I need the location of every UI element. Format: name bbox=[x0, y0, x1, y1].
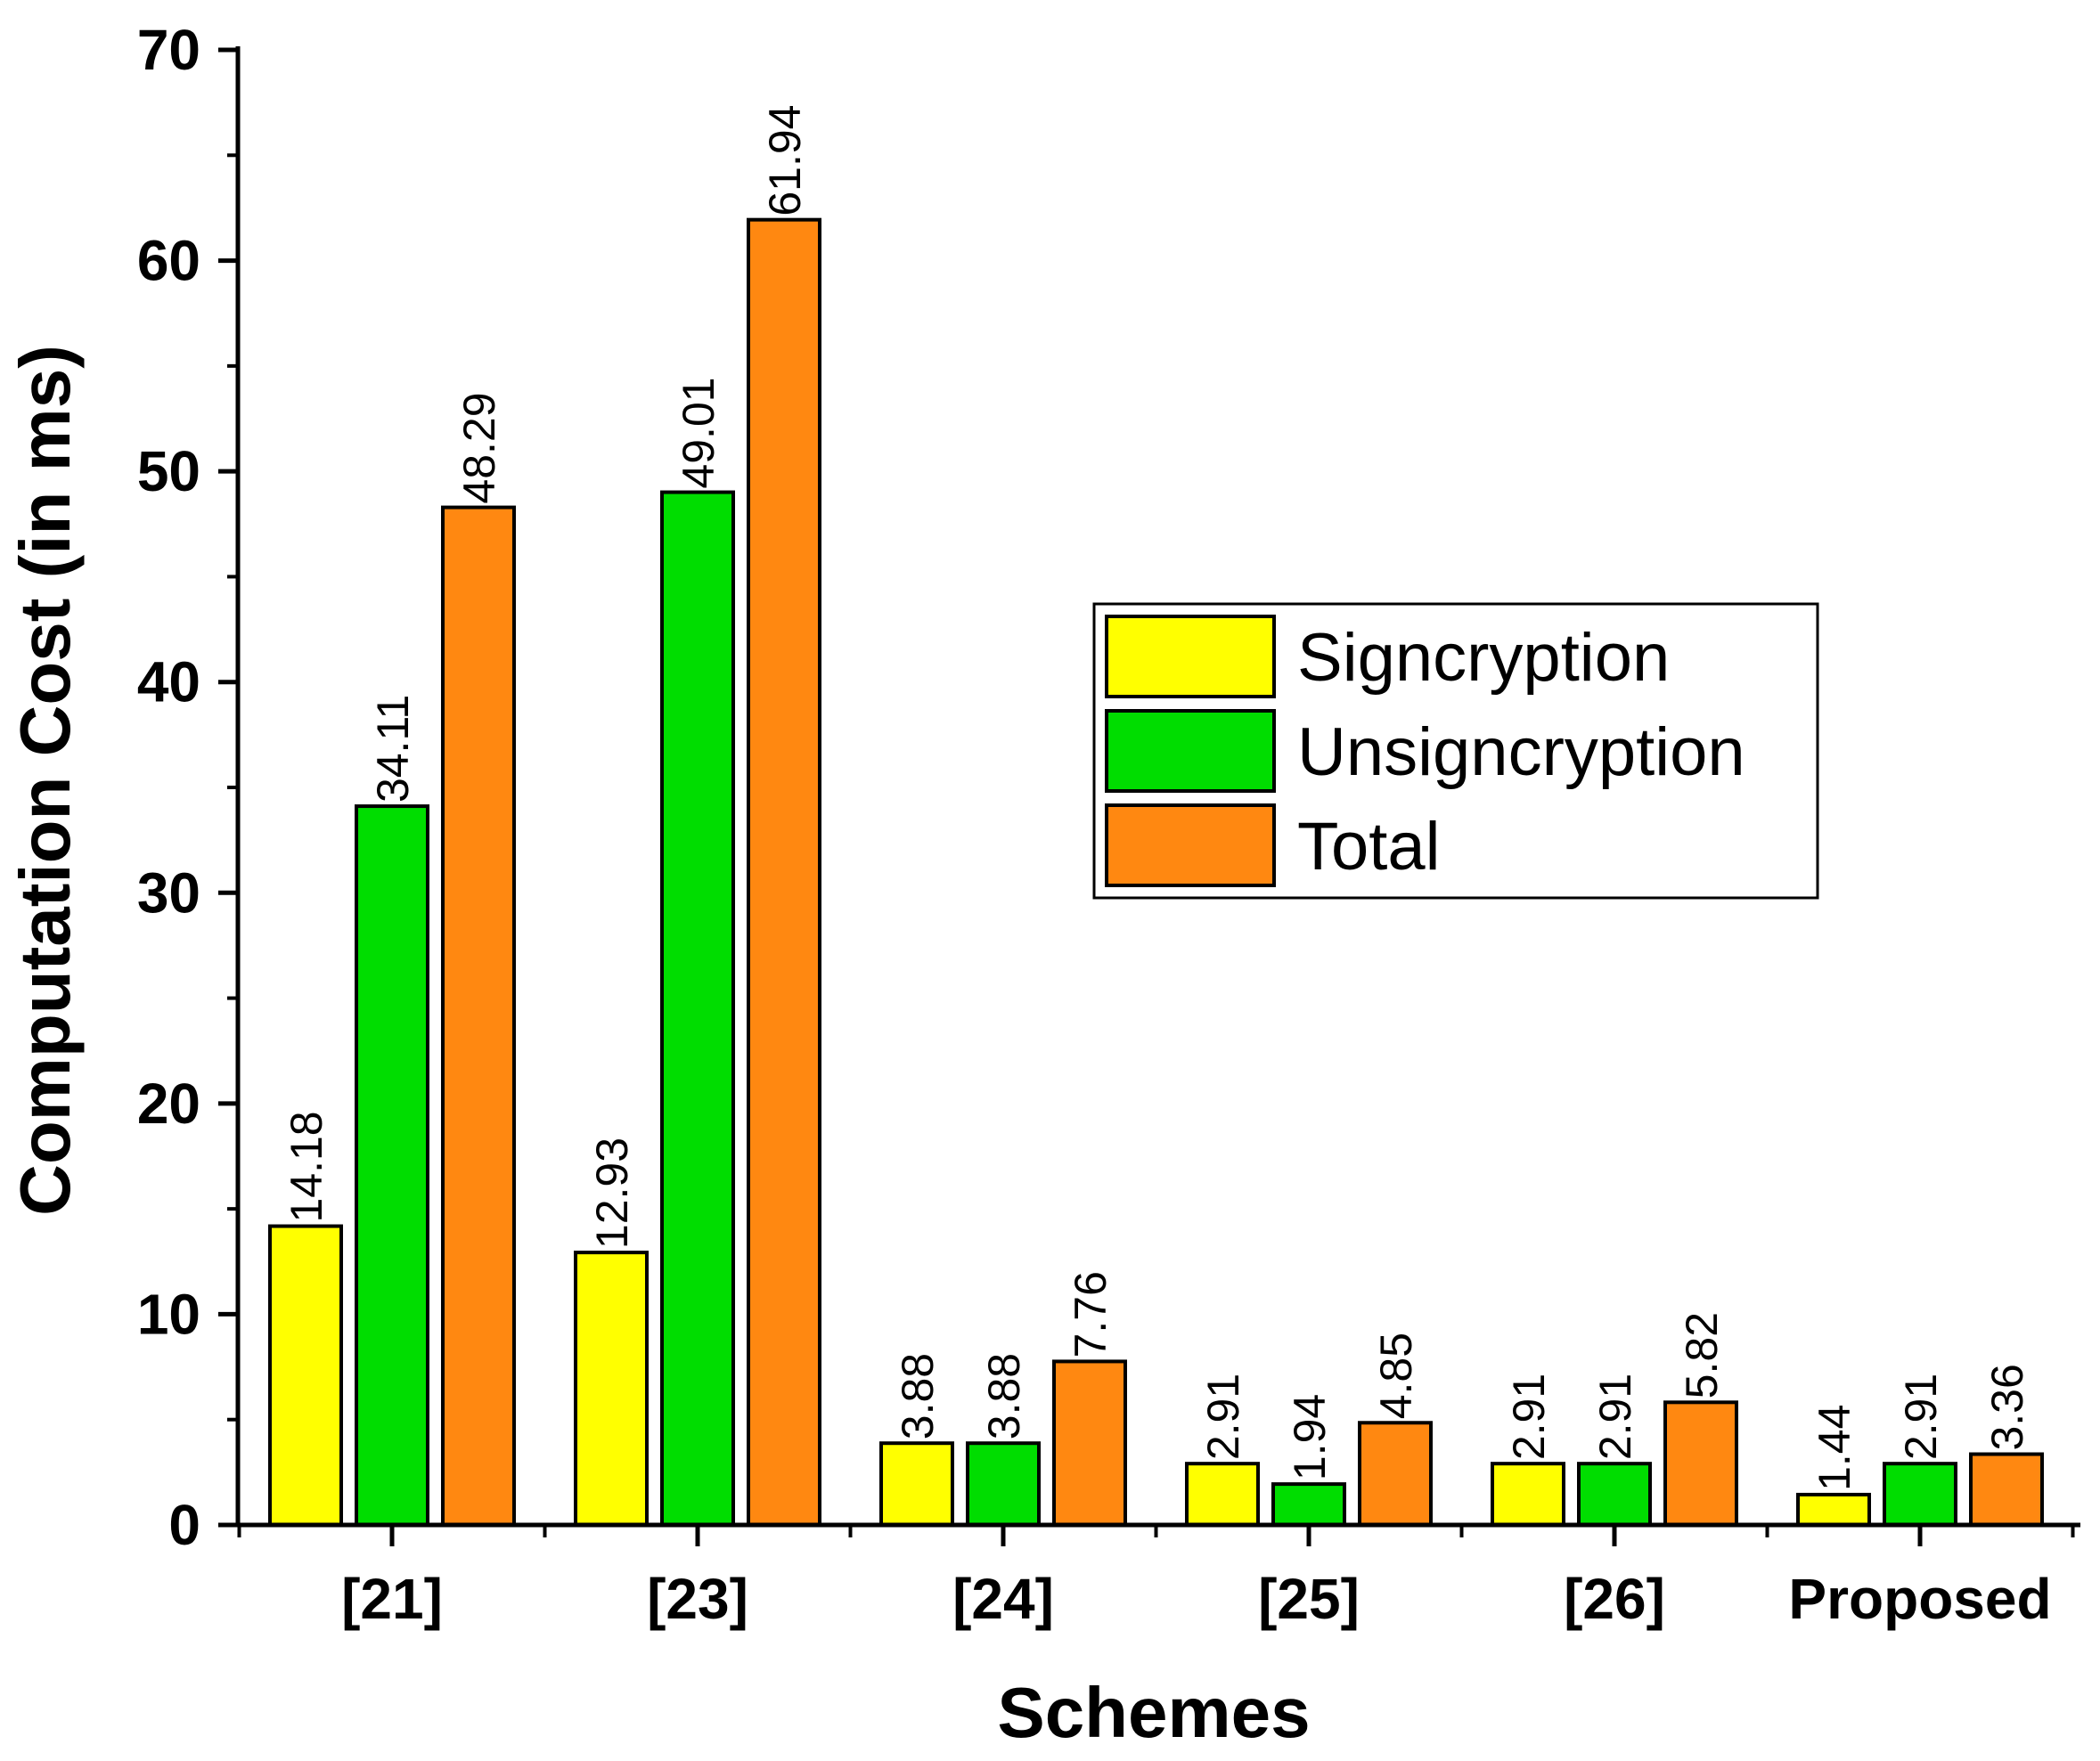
legend-label-total: Total bbox=[1297, 809, 1441, 885]
bar-unsigncryption-3 bbox=[1271, 1482, 1346, 1527]
data-label-total-2: 7.76 bbox=[1066, 1271, 1115, 1357]
x-tick-label: [21] bbox=[341, 1567, 443, 1631]
legend: Signcryption Unsigncryption Total bbox=[1092, 602, 1819, 900]
legend-swatch-unsigncryption bbox=[1105, 709, 1276, 793]
data-label-total-4: 5.82 bbox=[1677, 1312, 1727, 1398]
y-tick-label: 50 bbox=[137, 439, 200, 503]
bar-signcryption-5 bbox=[1796, 1492, 1871, 1527]
data-label-signcryption-3: 2.91 bbox=[1198, 1374, 1248, 1460]
bar-signcryption-3 bbox=[1185, 1462, 1260, 1527]
bar-unsigncryption-5 bbox=[1883, 1462, 1957, 1527]
legend-swatch-total bbox=[1105, 803, 1276, 887]
y-tick-label: 60 bbox=[137, 229, 200, 293]
bar-unsigncryption-0 bbox=[355, 804, 429, 1527]
legend-swatch-signcryption bbox=[1105, 615, 1276, 698]
data-label-signcryption-4: 2.91 bbox=[1504, 1374, 1554, 1460]
x-tick-label: [25] bbox=[1258, 1567, 1360, 1631]
bar-unsigncryption-4 bbox=[1577, 1462, 1652, 1527]
bar-total-4 bbox=[1663, 1400, 1738, 1527]
bar-signcryption-4 bbox=[1491, 1462, 1565, 1527]
bar-total-3 bbox=[1358, 1421, 1433, 1527]
x-tick-label: Proposed bbox=[1788, 1567, 2051, 1631]
data-label-signcryption-2: 3.88 bbox=[893, 1353, 943, 1439]
y-tick-label: 0 bbox=[168, 1493, 200, 1557]
legend-label-signcryption: Signcryption bbox=[1297, 620, 1670, 696]
bar-total-2 bbox=[1052, 1359, 1127, 1527]
plot-area: 14.18 34.11 48.29 12.93 49.01 61.94 3.88 3.88 7.… bbox=[137, 18, 2080, 1631]
y-tick-label: 40 bbox=[137, 650, 200, 714]
x-tick-label: [26] bbox=[1564, 1567, 1665, 1631]
bar-total-0 bbox=[441, 505, 516, 1527]
bar-signcryption-0 bbox=[268, 1224, 343, 1528]
bars-group bbox=[268, 217, 2044, 1528]
x-tick-label: [24] bbox=[952, 1567, 1054, 1631]
bar-total-5 bbox=[1969, 1452, 2044, 1527]
data-label-total-0: 48.29 bbox=[454, 392, 504, 503]
data-label-unsigncryption-2: 3.88 bbox=[979, 1353, 1029, 1439]
y-tick-label: 30 bbox=[137, 860, 200, 925]
bar-total-1 bbox=[747, 217, 821, 1528]
data-label-unsigncryption-1: 49.01 bbox=[674, 377, 723, 488]
legend-label-unsigncryption: Unsigncryption bbox=[1297, 714, 1745, 790]
y-tick-label: 20 bbox=[137, 1072, 200, 1136]
y-tick-label: 70 bbox=[137, 18, 200, 82]
data-labels-group: 14.18 34.11 48.29 12.93 49.01 61.94 3.88 3.88 7.… bbox=[282, 105, 2032, 1491]
bar-signcryption-2 bbox=[879, 1441, 954, 1528]
data-label-signcryption-5: 1.44 bbox=[1810, 1405, 1859, 1491]
data-label-unsigncryption-5: 2.91 bbox=[1896, 1374, 1946, 1460]
y-axis-title: Computation Cost (in ms) bbox=[5, 345, 85, 1216]
data-label-unsigncryption-0: 34.11 bbox=[368, 695, 418, 803]
data-label-signcryption-0: 14.18 bbox=[282, 1111, 331, 1222]
data-label-unsigncryption-3: 1.94 bbox=[1285, 1394, 1335, 1480]
data-label-unsigncryption-4: 2.91 bbox=[1590, 1374, 1640, 1460]
x-axis-title: Schemes bbox=[997, 1673, 1310, 1752]
bar-signcryption-1 bbox=[574, 1251, 649, 1528]
axes-group: 0 10 20 30 40 50 60 70 [21] [23] [24] [25] [26] Propo… bbox=[137, 18, 2080, 1631]
x-tick-label: [23] bbox=[647, 1567, 748, 1631]
bar-unsigncryption-1 bbox=[660, 490, 735, 1527]
data-label-total-5: 3.36 bbox=[1982, 1364, 2032, 1450]
data-label-total-1: 61.94 bbox=[760, 105, 810, 216]
data-label-total-3: 4.85 bbox=[1371, 1333, 1421, 1419]
bar-unsigncryption-2 bbox=[966, 1441, 1041, 1528]
y-tick-label: 10 bbox=[137, 1282, 200, 1346]
data-label-signcryption-1: 12.93 bbox=[587, 1137, 637, 1249]
